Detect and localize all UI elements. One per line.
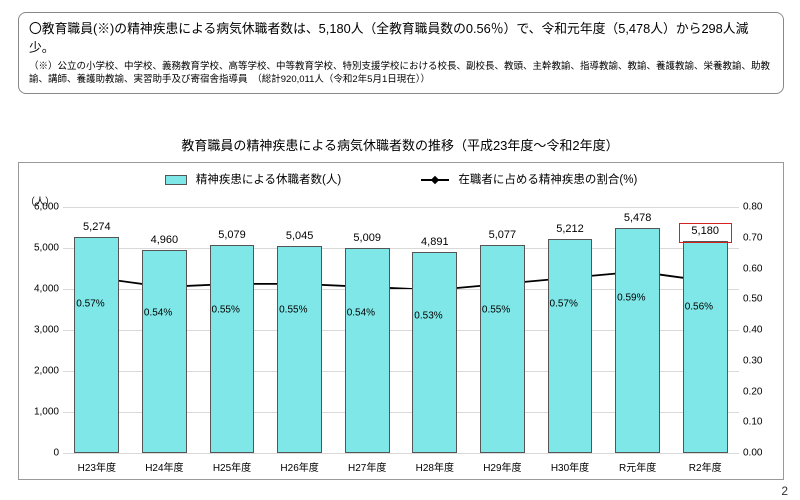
- y-left-tick: 0: [23, 448, 59, 459]
- x-tick-label: H24年度: [145, 459, 183, 474]
- grid-line: [63, 207, 739, 208]
- y-left-tick: 2,000: [23, 366, 59, 377]
- x-tick-label: H25年度: [213, 459, 251, 474]
- bar-value-label: 5,079: [218, 229, 246, 241]
- x-tick-label: H29年度: [483, 459, 521, 474]
- bar-swatch-icon: [165, 175, 187, 185]
- y-left-tick: 6,000: [23, 202, 59, 213]
- x-tick-label: H26年度: [280, 459, 318, 474]
- x-tick-label: H30年度: [551, 459, 589, 474]
- summary-box: 〇教育職員(※)の精神疾患による病気休職者数は、5,180人（全教育職員数の0.…: [18, 12, 784, 94]
- pct-label: 0.55%: [482, 304, 510, 315]
- y-right-tick: 0.20: [743, 386, 779, 397]
- bar-value-label: 5,009: [353, 232, 381, 244]
- bar: [74, 237, 119, 453]
- y-left-tick: 1,000: [23, 407, 59, 418]
- grid-line: [63, 453, 739, 454]
- y-right-tick: 0.80: [743, 202, 779, 213]
- line-swatch-icon: [421, 179, 449, 181]
- bar: [548, 239, 593, 453]
- bar-value-label: 5,212: [556, 223, 584, 235]
- legend-bar-label: 精神疾患による休職者数(人): [196, 174, 341, 186]
- x-tick-label: H28年度: [416, 459, 454, 474]
- bar-value-label: 4,960: [151, 234, 179, 246]
- pct-label: 0.54%: [347, 307, 375, 318]
- pct-label: 0.56%: [685, 301, 713, 312]
- pct-label: 0.57%: [550, 298, 578, 309]
- pct-label: 0.54%: [144, 307, 172, 318]
- x-tick-label: H23年度: [78, 459, 116, 474]
- chart-container: 精神疾患による休職者数(人) 在職者に占める精神疾患の割合(%) （人） 01,…: [18, 162, 784, 480]
- y-left-tick: 5,000: [23, 243, 59, 254]
- y-right-tick: 0.60: [743, 263, 779, 274]
- bar: [142, 250, 187, 453]
- chart-title: 教育職員の精神疾患による病気休職者数の推移（平成23年度～令和2年度）: [0, 135, 800, 154]
- bar-value-label: 4,891: [421, 236, 449, 248]
- bar-value-label: 5,077: [489, 229, 517, 241]
- bar-value-label: 5,274: [83, 221, 111, 233]
- pct-label: 0.57%: [76, 298, 104, 309]
- summary-main-text: 〇教育職員(※)の精神疾患による病気休職者数は、5,180人（全教育職員数の0.…: [29, 19, 773, 57]
- chart-plot-area: 01,0002,0003,0004,0005,0006,0000.000.100…: [63, 207, 739, 453]
- bar-value-label: 5,045: [286, 230, 314, 242]
- y-right-tick: 0.40: [743, 325, 779, 336]
- chart-legend: 精神疾患による休職者数(人) 在職者に占める精神疾患の割合(%): [19, 169, 783, 189]
- pct-label: 0.59%: [617, 292, 645, 303]
- bar: [683, 241, 728, 453]
- pct-label: 0.55%: [212, 304, 240, 315]
- legend-line-label: 在職者に占める精神疾患の割合(%): [458, 174, 637, 186]
- bar-value-label: 5,478: [624, 212, 652, 224]
- legend-line: 在職者に占める精神疾患の割合(%): [421, 171, 637, 187]
- line-series: [97, 272, 705, 290]
- y-left-tick: 3,000: [23, 325, 59, 336]
- summary-note-text: （※）公立の小学校、中学校、義務教育学校、高等学校、中等教育学校、特別支援学校に…: [29, 61, 773, 87]
- page-number: 2: [781, 484, 788, 498]
- bar: [345, 248, 390, 453]
- y-right-tick: 0.30: [743, 355, 779, 366]
- y-right-tick: 0.50: [743, 294, 779, 305]
- y-right-tick: 0.00: [743, 448, 779, 459]
- legend-bar: 精神疾患による休職者数(人): [165, 171, 342, 187]
- bar: [277, 246, 322, 453]
- bar: [412, 252, 457, 453]
- highlight-box: [679, 223, 732, 243]
- y-right-tick: 0.70: [743, 232, 779, 243]
- x-tick-label: H27年度: [348, 459, 386, 474]
- bar: [615, 228, 660, 453]
- y-left-tick: 4,000: [23, 284, 59, 295]
- pct-label: 0.55%: [279, 304, 307, 315]
- x-tick-label: R2年度: [689, 459, 722, 474]
- x-tick-label: R元年度: [619, 459, 656, 474]
- bar: [210, 245, 255, 453]
- bar: [480, 245, 525, 453]
- y-right-tick: 0.10: [743, 417, 779, 428]
- pct-label: 0.53%: [414, 311, 442, 322]
